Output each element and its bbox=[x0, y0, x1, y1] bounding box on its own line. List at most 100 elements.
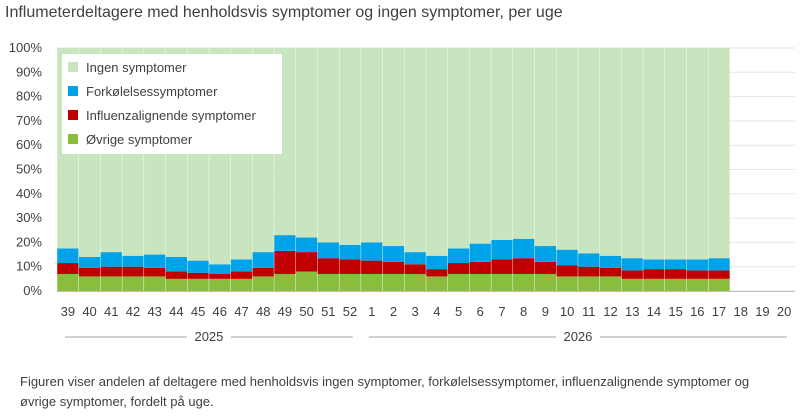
bar-segment bbox=[686, 48, 708, 260]
legend-label: Ingen symptomer bbox=[86, 59, 187, 75]
bar-segment bbox=[100, 276, 122, 291]
bar-segment bbox=[447, 48, 470, 249]
y-tick-label: 100% bbox=[9, 40, 43, 55]
bar-segment bbox=[621, 278, 643, 291]
legend-label: Forkølelsessymptomer bbox=[86, 83, 218, 99]
bar-segment bbox=[339, 244, 361, 260]
legend-item-influenza: Influenzalignende symptomer bbox=[68, 106, 256, 124]
bar-segment bbox=[599, 255, 622, 268]
y-tick-label: 80% bbox=[16, 89, 42, 104]
bar-segment bbox=[491, 273, 513, 291]
footnote: Figuren viser andelen af deltagere med h… bbox=[20, 374, 750, 409]
bar-segment bbox=[664, 259, 687, 270]
bar-segment bbox=[187, 272, 209, 279]
bar-segment bbox=[578, 48, 600, 254]
bar-segment bbox=[295, 48, 318, 238]
bar-segment bbox=[599, 267, 622, 277]
bar-segment bbox=[295, 252, 318, 272]
bar-segment bbox=[404, 273, 426, 291]
x-tick-label: 18 bbox=[734, 304, 748, 319]
bar-segment bbox=[122, 255, 144, 267]
bar-segment bbox=[643, 278, 665, 291]
bar-segment bbox=[165, 256, 188, 272]
x-tick-label: 43 bbox=[147, 304, 161, 319]
bar-segment bbox=[361, 242, 383, 261]
x-tick-label: 40 bbox=[82, 304, 96, 319]
x-tick-label: 8 bbox=[520, 304, 527, 319]
bar-segment bbox=[144, 276, 166, 291]
bar-segment bbox=[578, 253, 600, 267]
plot-area bbox=[57, 47, 795, 292]
bar-segment bbox=[339, 259, 361, 274]
year-groups: 2025 2026 bbox=[65, 329, 787, 344]
bar-segment bbox=[100, 252, 122, 267]
bar-segment bbox=[317, 273, 339, 291]
x-tick-label: 1 bbox=[368, 304, 375, 319]
bar-segment bbox=[556, 48, 578, 250]
bar-segment bbox=[57, 263, 79, 274]
y-tick-label: 0% bbox=[23, 283, 42, 298]
x-tick-label: 39 bbox=[61, 304, 75, 319]
bar-segment bbox=[165, 271, 188, 279]
y-tick-label: 90% bbox=[16, 64, 42, 79]
bar-segment bbox=[426, 255, 448, 270]
bar-segment bbox=[57, 273, 79, 291]
bar-segment bbox=[578, 276, 600, 291]
bar-segment bbox=[252, 267, 274, 277]
bar-segment bbox=[426, 48, 448, 256]
bar-segment bbox=[230, 271, 253, 279]
bar-segment bbox=[57, 248, 79, 264]
bar-segment bbox=[426, 276, 448, 291]
x-tick-label: 6 bbox=[477, 304, 484, 319]
x-tick-label: 12 bbox=[603, 304, 617, 319]
bar-segment bbox=[664, 269, 687, 279]
bar-segment bbox=[274, 250, 296, 274]
x-tick-label: 3 bbox=[412, 304, 419, 319]
x-tick-label: 9 bbox=[542, 304, 549, 319]
bar-segment bbox=[274, 273, 296, 291]
bar-segment bbox=[534, 246, 557, 262]
bar-segment bbox=[469, 261, 491, 274]
bar-segment bbox=[447, 273, 470, 291]
bar-segment bbox=[708, 270, 730, 279]
bar-segment bbox=[534, 48, 557, 247]
bar-segment bbox=[78, 276, 101, 291]
x-tick-label: 15 bbox=[668, 304, 682, 319]
bar-segment bbox=[78, 256, 101, 268]
x-tick-label: 47 bbox=[234, 304, 248, 319]
bar-segment bbox=[295, 271, 318, 291]
bar-segment bbox=[469, 48, 491, 244]
bar-segment bbox=[339, 273, 361, 291]
bar-segment bbox=[187, 260, 209, 273]
legend-label: Influenzalignende symptomer bbox=[86, 107, 256, 123]
bar-segment bbox=[621, 270, 643, 279]
y-axis: 0% 10% 20% 30% 40% 50% 60% 70% 80% 90% 100% bbox=[9, 40, 43, 298]
bar-segment bbox=[317, 48, 339, 243]
bar-segment bbox=[382, 273, 405, 291]
bar-segment bbox=[317, 258, 339, 274]
bar-segment bbox=[100, 266, 122, 277]
legend-swatch bbox=[68, 134, 78, 144]
bar-segment bbox=[599, 48, 622, 256]
bar-segment bbox=[252, 252, 274, 268]
bar-segment bbox=[513, 238, 535, 259]
bar-segment bbox=[708, 278, 730, 291]
bar-segment bbox=[643, 259, 665, 270]
x-tick-label: 50 bbox=[299, 304, 313, 319]
bar-segment bbox=[447, 248, 470, 264]
x-tick-label: 17 bbox=[712, 304, 726, 319]
legend-swatch bbox=[68, 110, 78, 120]
bar-segment bbox=[469, 273, 491, 291]
bar-segment bbox=[621, 48, 643, 259]
x-tick-label: 48 bbox=[256, 304, 270, 319]
y-tick-label: 70% bbox=[16, 113, 42, 128]
bar-segment bbox=[664, 278, 687, 291]
y-tick-label: 50% bbox=[16, 162, 42, 177]
legend-swatch bbox=[68, 86, 78, 96]
bar-segment bbox=[187, 278, 209, 291]
bar-segment bbox=[382, 261, 405, 274]
bar-segment bbox=[404, 264, 426, 274]
bar-segment bbox=[274, 235, 296, 251]
bar-segment bbox=[556, 249, 578, 266]
